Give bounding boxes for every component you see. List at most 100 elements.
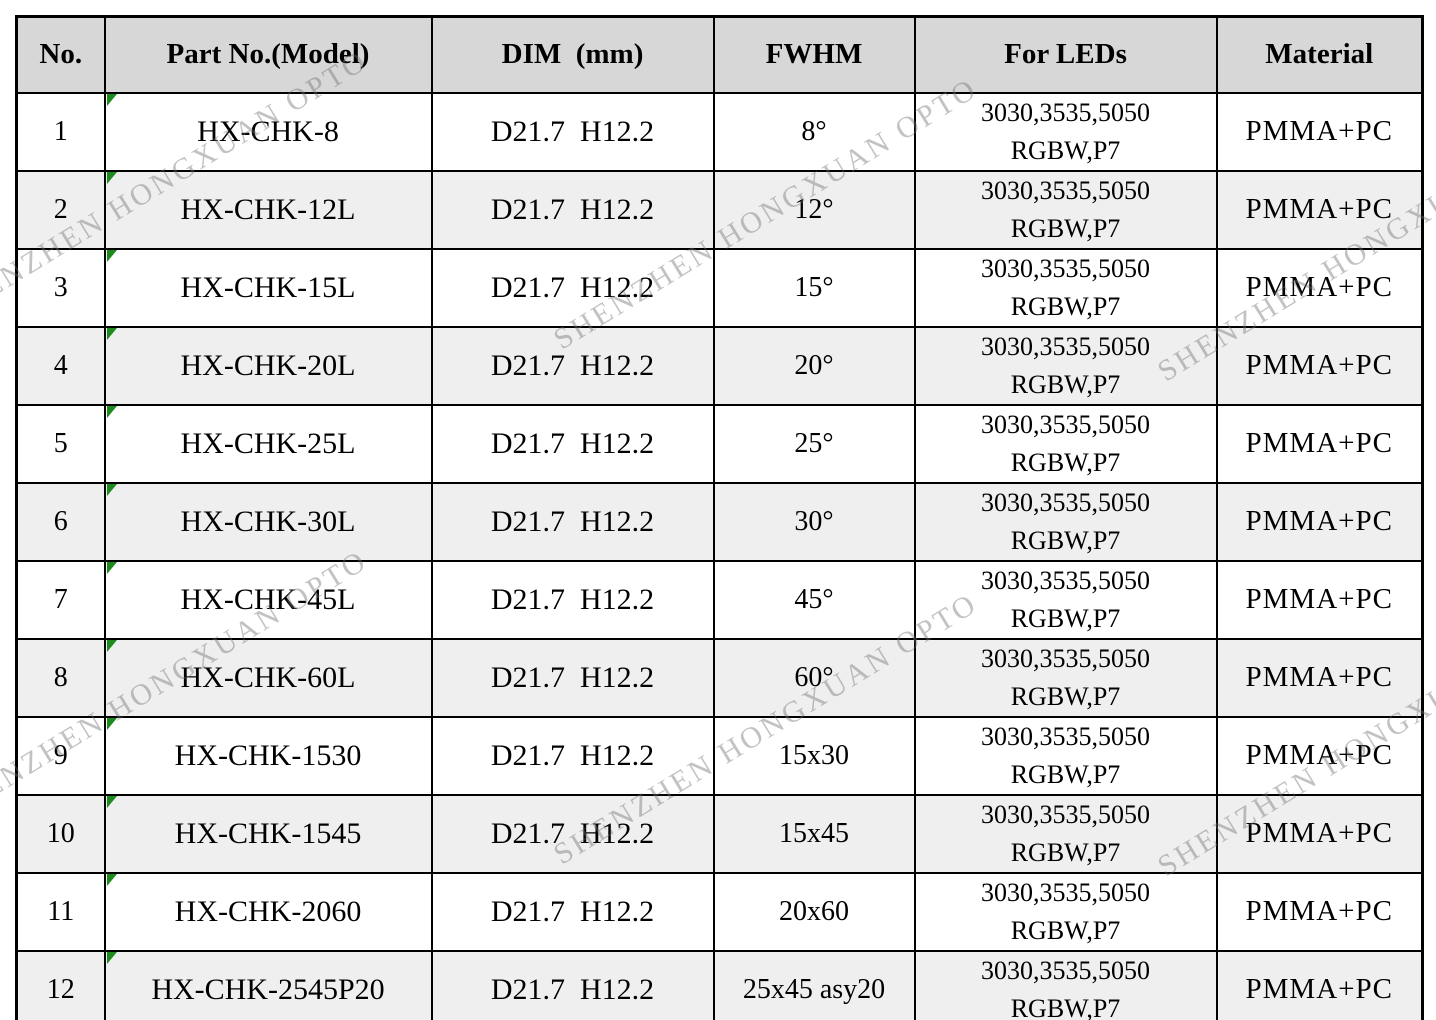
- comment-marker-icon: [106, 484, 117, 496]
- cell-no: 1: [15, 91, 106, 172]
- cell-leds: 3030,3535,5050 RGBW,P7: [913, 949, 1218, 1020]
- cell-part: HX-CHK-45L: [103, 559, 433, 640]
- part-number: HX-CHK-60L: [180, 660, 356, 694]
- cell-no: 12: [15, 949, 106, 1020]
- leds-line1: 3030,3535,5050: [981, 175, 1150, 205]
- leds-line2: RGBW,P7: [1010, 135, 1121, 165]
- cell-fwhm: 20x60: [712, 871, 916, 952]
- leds-line2: RGBW,P7: [1010, 369, 1121, 399]
- header-fwhm: FWHM: [712, 15, 916, 94]
- cell-dim: D21.7 H12.2: [430, 715, 715, 796]
- comment-marker-icon: [106, 328, 117, 340]
- table-row: 4 HX-CHK-20L D21.7 H12.2 20° 3030,3535,5…: [15, 325, 1424, 406]
- cell-material: PMMA+PC: [1215, 559, 1424, 640]
- leds-line1: 3030,3535,5050: [981, 877, 1150, 907]
- cell-fwhm: 30°: [712, 481, 916, 562]
- cell-material: PMMA+PC: [1215, 871, 1424, 952]
- cell-fwhm: 20°: [712, 325, 916, 406]
- cell-part: HX-CHK-15L: [103, 247, 433, 328]
- cell-material: PMMA+PC: [1215, 91, 1424, 172]
- cell-part: HX-CHK-1530: [103, 715, 433, 796]
- cell-dim: D21.7 H12.2: [430, 325, 715, 406]
- part-number: HX-CHK-15L: [180, 270, 356, 304]
- part-number: HX-CHK-12L: [180, 192, 356, 226]
- part-number: HX-CHK-1530: [174, 738, 362, 772]
- cell-part: HX-CHK-2060: [103, 871, 433, 952]
- part-number: HX-CHK-25L: [180, 426, 356, 460]
- leds-line2: RGBW,P7: [1010, 681, 1121, 711]
- leds-line1: 3030,3535,5050: [981, 799, 1150, 829]
- leds-line1: 3030,3535,5050: [981, 955, 1150, 985]
- cell-dim: D21.7 H12.2: [430, 793, 715, 874]
- header-part: Part No.(Model): [103, 15, 433, 94]
- cell-leds: 3030,3535,5050 RGBW,P7: [913, 325, 1218, 406]
- table-row: 10 HX-CHK-1545 D21.7 H12.2 15x45 3030,35…: [15, 793, 1424, 874]
- led-lens-spec-table: No. Part No.(Model) DIM (mm) FWHM For LE…: [15, 15, 1424, 1020]
- cell-no: 10: [15, 793, 106, 874]
- comment-marker-icon: [106, 250, 117, 262]
- cell-leds: 3030,3535,5050 RGBW,P7: [913, 247, 1218, 328]
- cell-fwhm: 25x45 asy20: [712, 949, 916, 1020]
- cell-part: HX-CHK-60L: [103, 637, 433, 718]
- part-number: HX-CHK-2545P20: [151, 972, 385, 1006]
- comment-marker-icon: [106, 640, 117, 652]
- cell-fwhm: 25°: [712, 403, 916, 484]
- cell-no: 2: [15, 169, 106, 250]
- part-number: HX-CHK-20L: [180, 348, 356, 382]
- cell-material: PMMA+PC: [1215, 247, 1424, 328]
- cell-part: HX-CHK-20L: [103, 325, 433, 406]
- table-row: 12 HX-CHK-2545P20 D21.7 H12.2 25x45 asy2…: [15, 949, 1424, 1020]
- comment-marker-icon: [106, 874, 117, 886]
- cell-no: 4: [15, 325, 106, 406]
- leds-line2: RGBW,P7: [1010, 837, 1121, 867]
- leds-line2: RGBW,P7: [1010, 993, 1121, 1020]
- cell-material: PMMA+PC: [1215, 325, 1424, 406]
- leds-line1: 3030,3535,5050: [981, 331, 1150, 361]
- leds-line1: 3030,3535,5050: [981, 409, 1150, 439]
- header-no: No.: [15, 15, 106, 94]
- cell-fwhm: 8°: [712, 91, 916, 172]
- cell-dim: D21.7 H12.2: [430, 637, 715, 718]
- table-row: 11 HX-CHK-2060 D21.7 H12.2 20x60 3030,35…: [15, 871, 1424, 952]
- cell-leds: 3030,3535,5050 RGBW,P7: [913, 559, 1218, 640]
- part-number: HX-CHK-45L: [180, 582, 356, 616]
- cell-dim: D21.7 H12.2: [430, 949, 715, 1020]
- cell-material: PMMA+PC: [1215, 793, 1424, 874]
- comment-marker-icon: [106, 172, 117, 184]
- table-row: 6 HX-CHK-30L D21.7 H12.2 30° 3030,3535,5…: [15, 481, 1424, 562]
- cell-leds: 3030,3535,5050 RGBW,P7: [913, 481, 1218, 562]
- cell-fwhm: 60°: [712, 637, 916, 718]
- leds-line1: 3030,3535,5050: [981, 97, 1150, 127]
- leds-line2: RGBW,P7: [1010, 759, 1121, 789]
- leds-line1: 3030,3535,5050: [981, 721, 1150, 751]
- cell-leds: 3030,3535,5050 RGBW,P7: [913, 793, 1218, 874]
- cell-fwhm: 12°: [712, 169, 916, 250]
- cell-leds: 3030,3535,5050 RGBW,P7: [913, 403, 1218, 484]
- leds-line1: 3030,3535,5050: [981, 253, 1150, 283]
- cell-part: HX-CHK-1545: [103, 793, 433, 874]
- table-row: 7 HX-CHK-45L D21.7 H12.2 45° 3030,3535,5…: [15, 559, 1424, 640]
- leds-line1: 3030,3535,5050: [981, 565, 1150, 595]
- cell-dim: D21.7 H12.2: [430, 247, 715, 328]
- cell-no: 6: [15, 481, 106, 562]
- leds-line2: RGBW,P7: [1010, 603, 1121, 633]
- table-row: 5 HX-CHK-25L D21.7 H12.2 25° 3030,3535,5…: [15, 403, 1424, 484]
- cell-dim: D21.7 H12.2: [430, 481, 715, 562]
- leds-line2: RGBW,P7: [1010, 447, 1121, 477]
- cell-fwhm: 15°: [712, 247, 916, 328]
- cell-leds: 3030,3535,5050 RGBW,P7: [913, 169, 1218, 250]
- leds-line2: RGBW,P7: [1010, 525, 1121, 555]
- cell-material: PMMA+PC: [1215, 637, 1424, 718]
- cell-material: PMMA+PC: [1215, 169, 1424, 250]
- cell-dim: D21.7 H12.2: [430, 91, 715, 172]
- header-row: No. Part No.(Model) DIM (mm) FWHM For LE…: [15, 15, 1424, 94]
- cell-leds: 3030,3535,5050 RGBW,P7: [913, 715, 1218, 796]
- cell-dim: D21.7 H12.2: [430, 871, 715, 952]
- header-leds: For LEDs: [913, 15, 1218, 94]
- table-row: 1 HX-CHK-8 D21.7 H12.2 8° 3030,3535,5050…: [15, 91, 1424, 172]
- leds-line2: RGBW,P7: [1010, 213, 1121, 243]
- comment-marker-icon: [106, 718, 117, 730]
- table-row: 2 HX-CHK-12L D21.7 H12.2 12° 3030,3535,5…: [15, 169, 1424, 250]
- cell-material: PMMA+PC: [1215, 403, 1424, 484]
